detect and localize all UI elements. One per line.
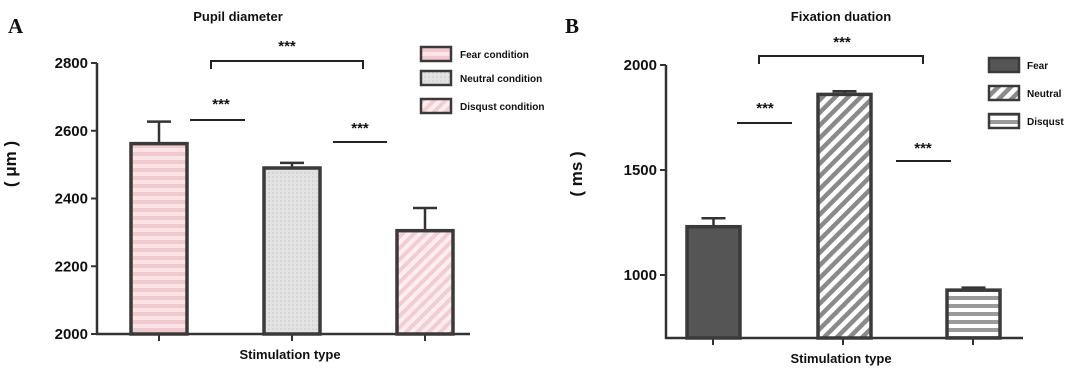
bar [129, 141, 189, 336]
significance-label: *** [278, 38, 296, 55]
y-tick-label: 2400 [55, 191, 88, 208]
legend-label: Disqust [1027, 117, 1064, 128]
legend-label: Disqust condition [460, 102, 544, 113]
legend-label: Neutral [1027, 89, 1062, 100]
panel-b-title: Fixation duation [791, 9, 891, 24]
bar [262, 166, 322, 336]
legend-swatch [987, 56, 1021, 74]
legend-swatch [419, 97, 453, 115]
panel-a-bars [129, 120, 455, 336]
panel-a-letter: A [8, 14, 24, 38]
legend-swatch [419, 69, 453, 87]
legend-swatch [987, 84, 1021, 102]
y-tick-label: 2000 [624, 57, 657, 74]
bar [945, 288, 1002, 340]
legend-swatch [987, 112, 1021, 130]
legend-label: Neutral condition [460, 74, 542, 85]
panel-b: B Fixation duation ( ms ) Stimulation ty… [565, 9, 1064, 366]
bar [685, 224, 742, 340]
significance-label: *** [914, 140, 932, 157]
panel-b-ylabel: ( ms ) [567, 151, 586, 196]
panel-b-legend: Fear Neutral Disqust [987, 56, 1064, 130]
y-tick-label: 1500 [624, 162, 657, 179]
y-tick-label: 1000 [624, 267, 657, 284]
panel-a-ylabel: ( μm ) [1, 141, 20, 187]
panel-a-legend: Fear condition Neutral condition Disqust c… [419, 45, 544, 115]
y-tick-label: 2600 [55, 123, 88, 140]
panel-b-bars [685, 90, 1002, 340]
significance-label: *** [212, 96, 230, 113]
panel-b-letter: B [565, 14, 579, 38]
legend-label: Fear condition [460, 50, 529, 61]
significance-bracket [758, 55, 924, 64]
y-tick-label: 2200 [55, 258, 88, 275]
y-tick-label: 2800 [55, 55, 88, 72]
panel-a: A Pupil diameter ( μm ) Stimulation type… [1, 9, 544, 362]
panel-a-title: Pupil diameter [193, 9, 283, 24]
bar [816, 92, 873, 340]
legend-swatch [419, 45, 453, 63]
significance-label: *** [833, 34, 851, 51]
y-tick-label: 2000 [55, 326, 88, 343]
significance-label: *** [351, 120, 369, 137]
panel-b-xlabel: Stimulation type [790, 351, 891, 366]
legend-label: Fear [1027, 61, 1048, 72]
significance-label: *** [756, 100, 774, 117]
panel-a-significance: *** *** *** [190, 38, 387, 143]
panel-a-xlabel: Stimulation type [239, 347, 340, 362]
panel-b-significance: *** *** *** [737, 34, 951, 162]
bar [395, 228, 455, 336]
significance-bracket [210, 60, 364, 69]
